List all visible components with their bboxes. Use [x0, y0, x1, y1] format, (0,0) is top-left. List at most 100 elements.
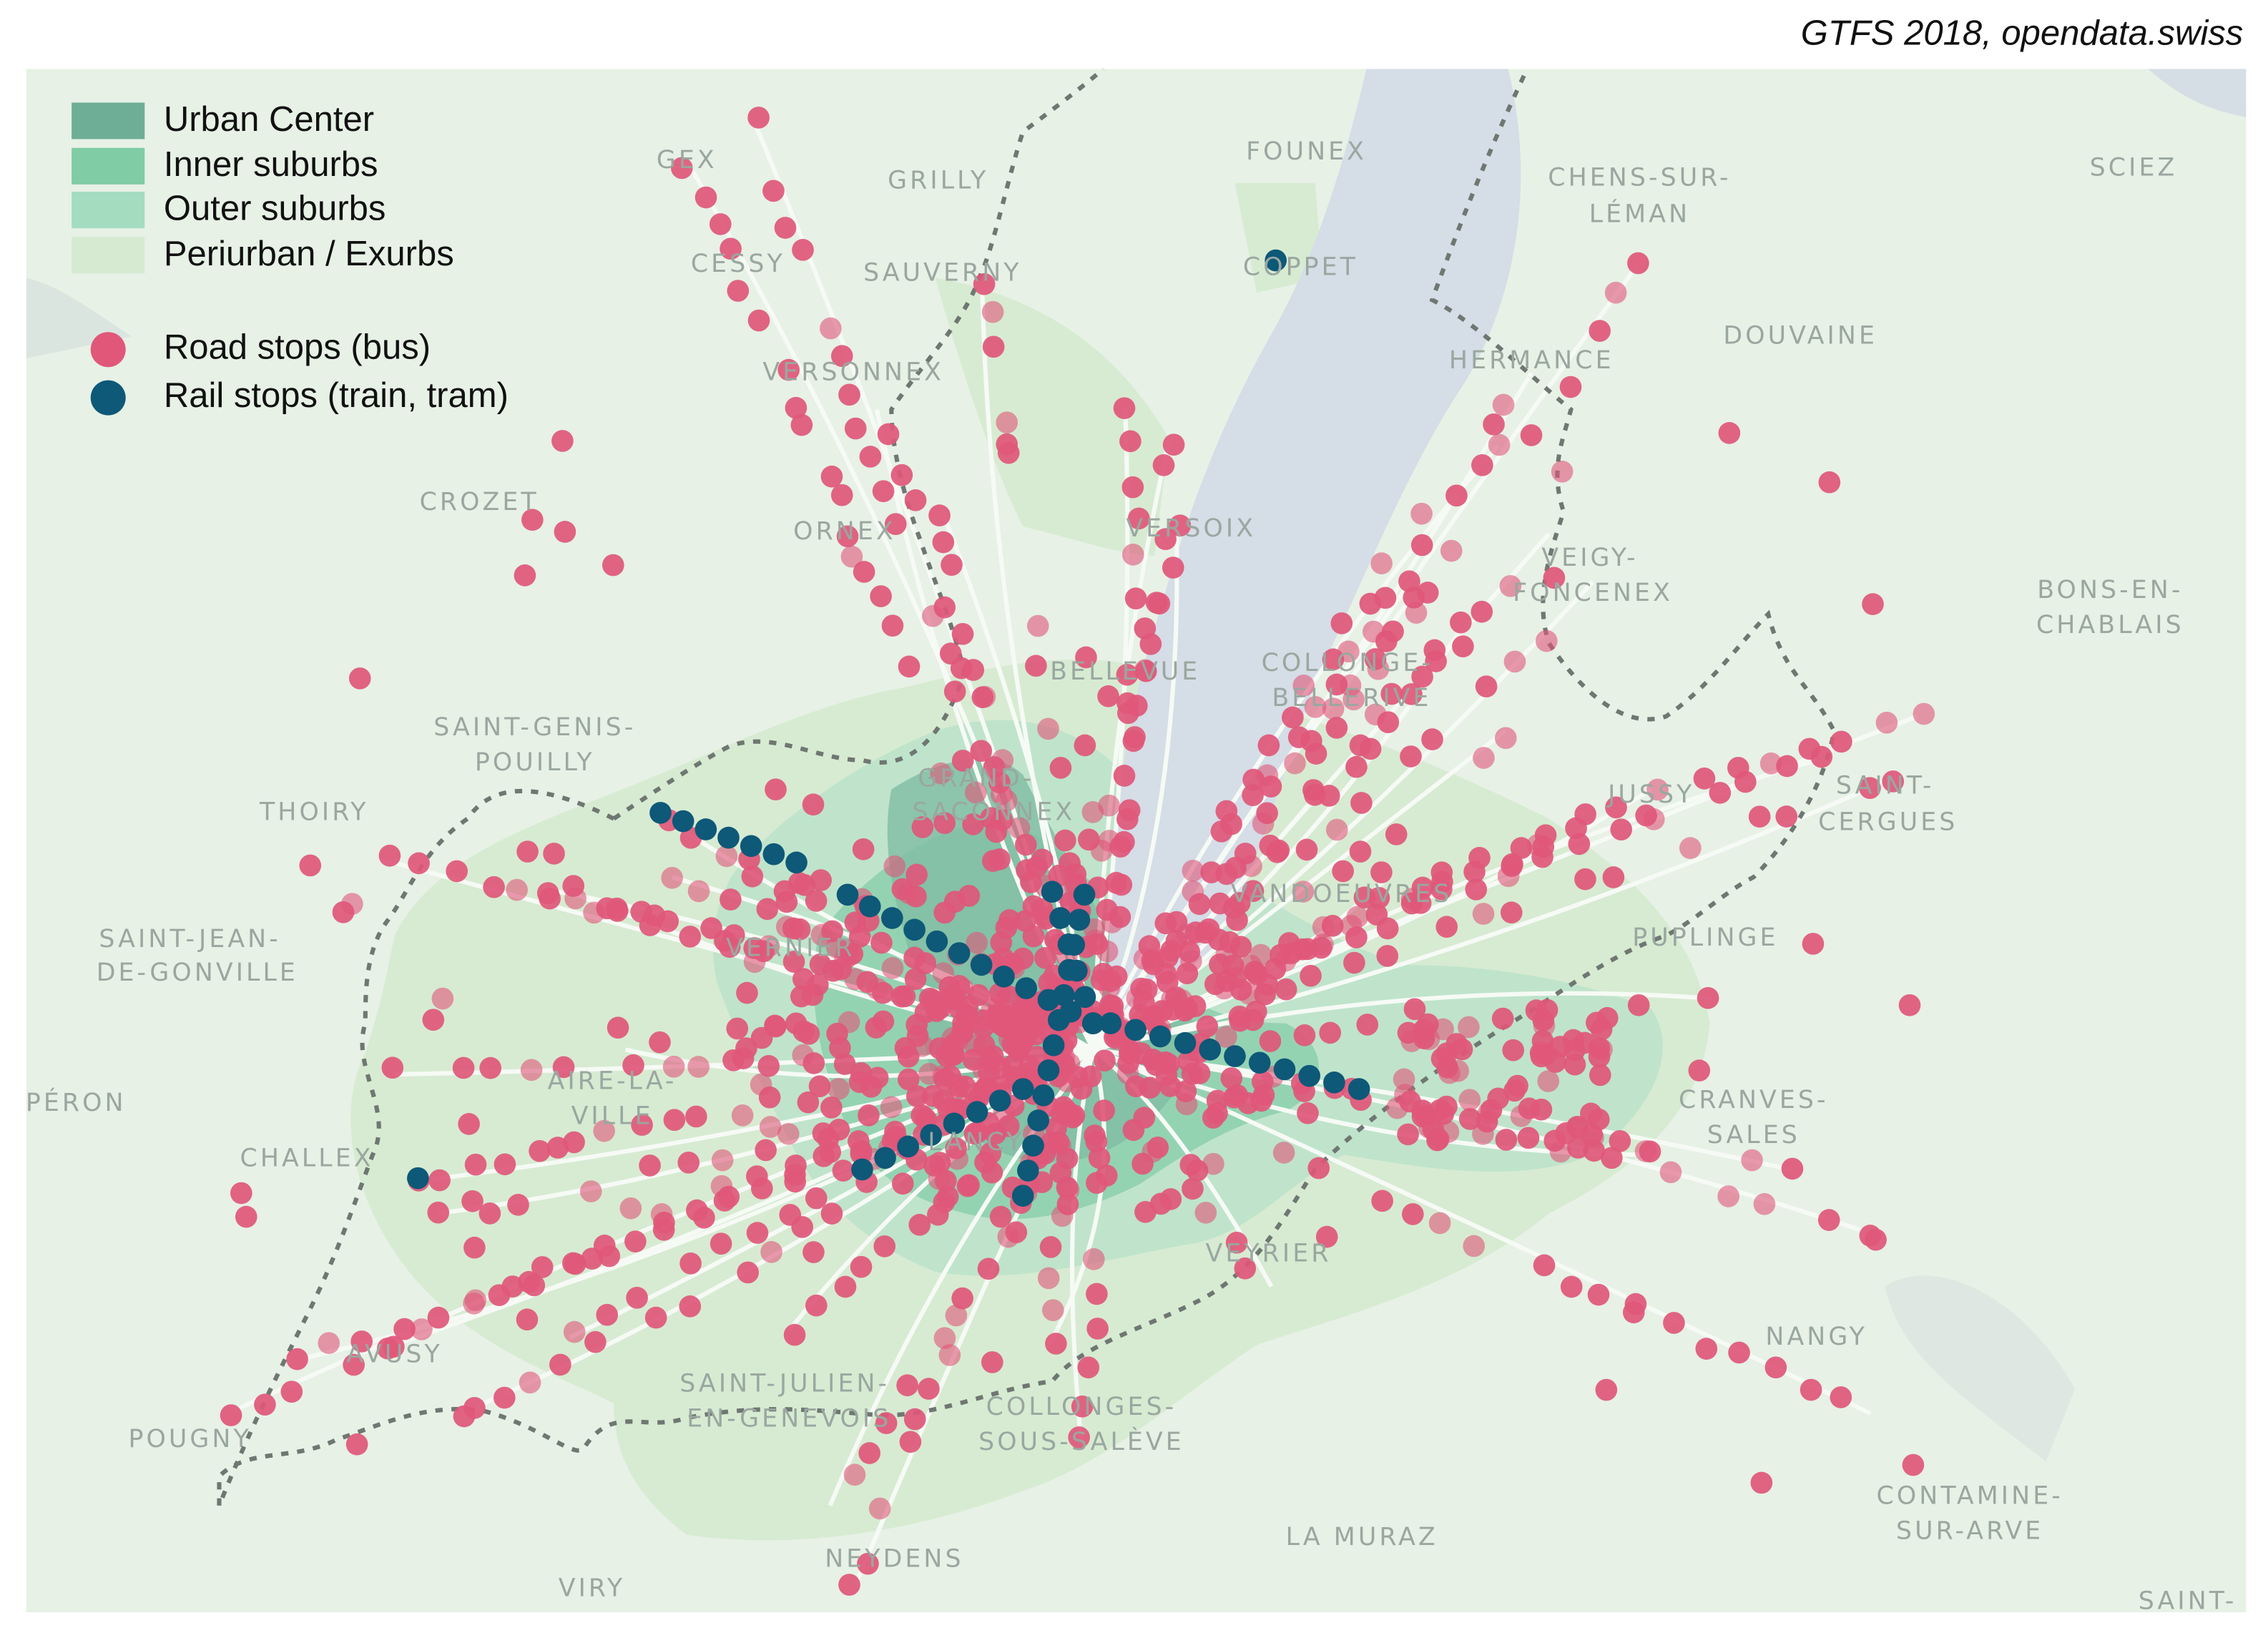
bus-stop	[1472, 903, 1495, 925]
bus-stop	[1165, 911, 1188, 933]
bus-stop	[1463, 1235, 1486, 1257]
bus-stop	[1402, 1203, 1424, 1225]
bus-stop	[1202, 1152, 1224, 1175]
bus-stop	[1074, 734, 1096, 757]
bus-stop	[1559, 376, 1582, 398]
bus-stop	[930, 762, 952, 785]
bus-stop	[506, 878, 528, 901]
bus-stop	[1162, 999, 1184, 1021]
bus-stop	[1300, 964, 1322, 987]
bus-stop	[584, 1330, 607, 1353]
bus-stop	[945, 1304, 968, 1327]
place-label: VEIGY-	[1541, 544, 1638, 572]
place-label: SAINT-JEAN-	[99, 925, 281, 953]
bus-stop	[1315, 1225, 1338, 1248]
place-label: BELLERIVE	[1272, 684, 1431, 712]
bus-stop	[1169, 514, 1192, 537]
bus-stop	[1634, 1140, 1657, 1162]
bus-stop	[850, 1061, 873, 1084]
bus-stop	[981, 1351, 1003, 1373]
bus-stop	[1303, 783, 1326, 806]
bus-stop	[1475, 675, 1498, 697]
bus-stop	[736, 981, 758, 1004]
bus-stop	[905, 1085, 928, 1107]
bus-stop	[1018, 1055, 1041, 1078]
rail-stop	[1011, 1078, 1034, 1100]
place-label: THOIRY	[259, 798, 369, 826]
bus-stop	[1400, 745, 1422, 768]
bus-stop	[1056, 1147, 1079, 1170]
bus-stop	[318, 1332, 340, 1354]
place-label: CROZET	[420, 488, 539, 516]
rail-stop	[672, 810, 694, 833]
terrain	[1885, 1275, 2076, 1462]
rail-stop	[762, 843, 785, 865]
legend-swatch-urban-center	[72, 102, 145, 139]
place-label: GEX	[657, 146, 717, 175]
bus-stop	[1041, 1299, 1064, 1322]
bus-stop	[820, 1202, 843, 1225]
bus-stop	[1022, 925, 1045, 948]
bus-stop	[427, 1201, 450, 1224]
bus-stop	[408, 852, 430, 875]
bus-stop	[1688, 1059, 1711, 1082]
bus-stop	[741, 865, 764, 888]
bus-stop	[1531, 845, 1553, 868]
bus-stop	[1325, 818, 1348, 841]
bus-stop	[458, 1113, 480, 1135]
bus-stop	[563, 1320, 586, 1343]
bus-stop	[972, 1009, 995, 1031]
bus-stop	[941, 1044, 964, 1066]
bus-stop	[928, 504, 951, 526]
place-label: AIRE-LA-	[548, 1066, 677, 1095]
rail-stop	[1049, 907, 1071, 929]
bus-stop	[1162, 433, 1185, 456]
bus-stop	[844, 417, 867, 440]
place-label: CONTAMINE-	[1877, 1482, 2063, 1511]
bus-stop	[910, 1104, 933, 1127]
bus-stop	[1220, 813, 1242, 835]
rail-stop	[836, 883, 859, 906]
rail-stop	[1074, 986, 1096, 1009]
bus-stop	[1307, 1157, 1330, 1180]
bus-stop	[428, 1169, 451, 1192]
bus-stop	[1452, 635, 1474, 657]
bus-stop	[1411, 665, 1433, 688]
bus-stop	[755, 1139, 777, 1162]
bus-stop	[775, 891, 798, 913]
bus-stop	[1194, 921, 1217, 944]
bus-stop	[1081, 801, 1104, 823]
bus-stop	[881, 614, 904, 637]
bus-stop	[820, 465, 843, 488]
bus-stop	[1425, 650, 1447, 672]
place-label: SCIEZ	[2090, 153, 2178, 182]
bus-stop	[1530, 1045, 1553, 1068]
bus-stop	[1717, 1185, 1739, 1207]
bus-stop	[820, 317, 842, 340]
bus-stop	[1551, 460, 1574, 483]
rail-stop	[858, 895, 881, 918]
bus-stop	[1122, 730, 1145, 752]
bus-stop	[990, 783, 1013, 805]
bus-stop	[1428, 1212, 1451, 1235]
bus-stop	[743, 951, 766, 974]
bus-stop	[1610, 818, 1633, 841]
bus-stop	[1066, 1066, 1089, 1089]
bus-stop	[564, 887, 586, 910]
bus-stop	[1750, 1471, 1773, 1494]
place-label: CHALLEX	[240, 1144, 374, 1173]
bus-stop	[946, 1147, 969, 1170]
place-label: JUSSY	[1606, 780, 1694, 809]
bus-stop	[1862, 593, 1884, 615]
bus-stop	[834, 1275, 857, 1298]
bus-stop	[1295, 838, 1318, 861]
bus-stop	[1049, 757, 1072, 779]
bus-stop	[899, 1431, 922, 1453]
bus-stop	[1346, 906, 1369, 928]
bus-stop	[1468, 846, 1491, 869]
bus-stop	[1275, 978, 1297, 1001]
bus-stop	[792, 968, 815, 991]
bus-stop	[343, 1353, 365, 1376]
rail-stop	[717, 826, 740, 849]
rail-stop	[649, 802, 672, 824]
